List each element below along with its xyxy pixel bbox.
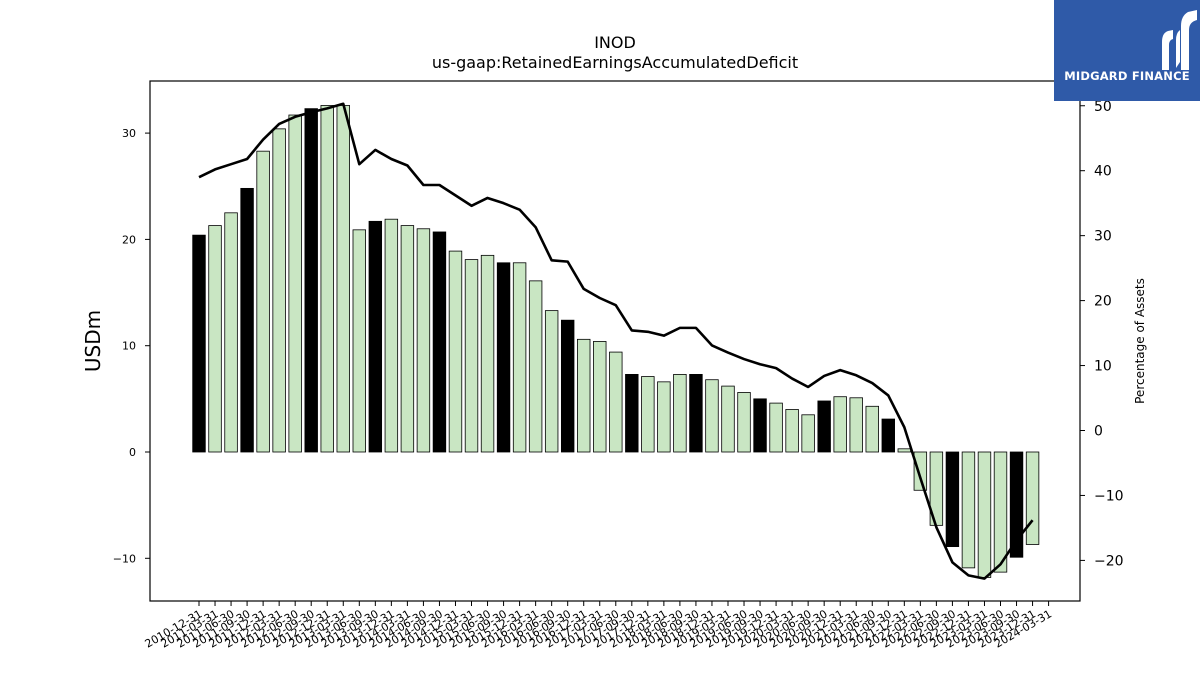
pct-assets-line <box>198 102 1034 580</box>
bar-2021-03-31 <box>849 397 863 453</box>
bar-2011-03-31 <box>208 225 222 453</box>
logo-text: MIDGARD FINANCE <box>1064 69 1190 83</box>
bar-2014-06-30 <box>416 228 431 453</box>
y2-tick-label: 20 <box>1094 294 1112 310</box>
bar-2014-09-30 <box>432 231 447 453</box>
bar-2020-03-31 <box>785 409 799 453</box>
y-tick-label: 30 <box>122 127 136 140</box>
bar-2017-09-30 <box>625 373 639 453</box>
axis-ticks: −100102030−20−10010203040502010-12-31201… <box>113 99 1124 651</box>
bar-2022-12-31 <box>961 451 976 569</box>
y-axis-label: USDm <box>81 310 105 372</box>
y-tick-label: 0 <box>129 446 136 459</box>
bar-2012-06-30 <box>288 114 302 453</box>
bar-2018-12-31 <box>705 379 719 453</box>
bar-2012-12-31 <box>320 105 334 453</box>
bar-2017-03-31 <box>593 341 607 453</box>
y2-tick-label: 0 <box>1094 424 1103 440</box>
y2-axis-label: Percentage of Assets <box>1133 278 1147 404</box>
bar-2014-12-31 <box>448 250 463 453</box>
line-series <box>198 102 1034 580</box>
bar-2023-06-30 <box>993 451 1008 573</box>
y2-tick-label: 50 <box>1094 99 1112 115</box>
bar-2012-03-31 <box>272 128 286 453</box>
brand-logo: MIDGARD FINANCE <box>1054 0 1200 101</box>
bar-2019-06-30 <box>737 392 751 453</box>
bar-2013-03-31 <box>336 105 350 453</box>
bar-2018-06-30 <box>673 373 687 453</box>
chart-subtitle: us-gaap:RetainedEarningsAccumulatedDefic… <box>432 53 798 72</box>
bar-2015-03-31 <box>464 259 479 453</box>
bar-2011-09-30 <box>240 187 254 453</box>
bar-2015-09-30 <box>496 262 511 453</box>
bar-2022-09-30 <box>945 451 960 548</box>
bar-2020-12-31 <box>833 396 847 453</box>
bar-2011-06-30 <box>224 212 238 453</box>
bar-2023-12-31 <box>1025 451 1040 545</box>
bar-2016-03-31 <box>528 280 543 453</box>
bar-2016-06-30 <box>544 310 559 453</box>
bar-2015-06-30 <box>480 254 495 453</box>
y2-tick-label: 40 <box>1094 164 1112 180</box>
bar-2012-09-30 <box>304 108 318 453</box>
bar-2023-09-30 <box>1009 451 1024 558</box>
bar-2016-12-31 <box>577 338 591 453</box>
chart-title: INOD <box>594 33 636 52</box>
bar-2016-09-30 <box>560 319 575 453</box>
bar-2010-12-31 <box>192 234 206 453</box>
bar-2021-06-30 <box>865 405 879 453</box>
y2-tick-label: −10 <box>1094 488 1124 504</box>
bar-2017-06-30 <box>609 351 623 453</box>
bar-2013-12-31 <box>384 218 399 453</box>
bar-2019-09-30 <box>753 398 767 453</box>
bar-2021-09-30 <box>881 418 895 453</box>
y-tick-label: 20 <box>122 233 136 246</box>
bar-2018-03-31 <box>657 381 671 453</box>
bar-2017-12-31 <box>641 376 655 453</box>
plot-frame <box>149 80 1081 602</box>
bar-2019-12-31 <box>769 402 783 453</box>
bar-2021-12-31 <box>897 448 912 453</box>
y2-tick-label: −20 <box>1094 553 1124 569</box>
bar-series <box>192 105 1040 578</box>
bar-2014-03-31 <box>400 225 415 453</box>
y2-tick-label: 10 <box>1094 359 1112 375</box>
midgard-logo-icon <box>1162 10 1197 70</box>
bar-2013-09-30 <box>368 220 383 453</box>
bar-2018-09-30 <box>689 373 703 453</box>
y-tick-label: 10 <box>122 340 136 353</box>
bar-2011-12-31 <box>256 150 270 453</box>
bar-2015-12-31 <box>512 262 527 453</box>
y2-tick-label: 30 <box>1094 229 1112 245</box>
bar-2020-06-30 <box>801 414 815 453</box>
bar-2023-03-31 <box>977 451 992 578</box>
bar-2020-09-30 <box>817 400 831 453</box>
y-tick-label: −10 <box>113 552 136 565</box>
bar-2022-03-31 <box>913 451 928 491</box>
bar-2019-03-31 <box>721 385 735 453</box>
bar-2013-06-30 <box>352 229 367 453</box>
